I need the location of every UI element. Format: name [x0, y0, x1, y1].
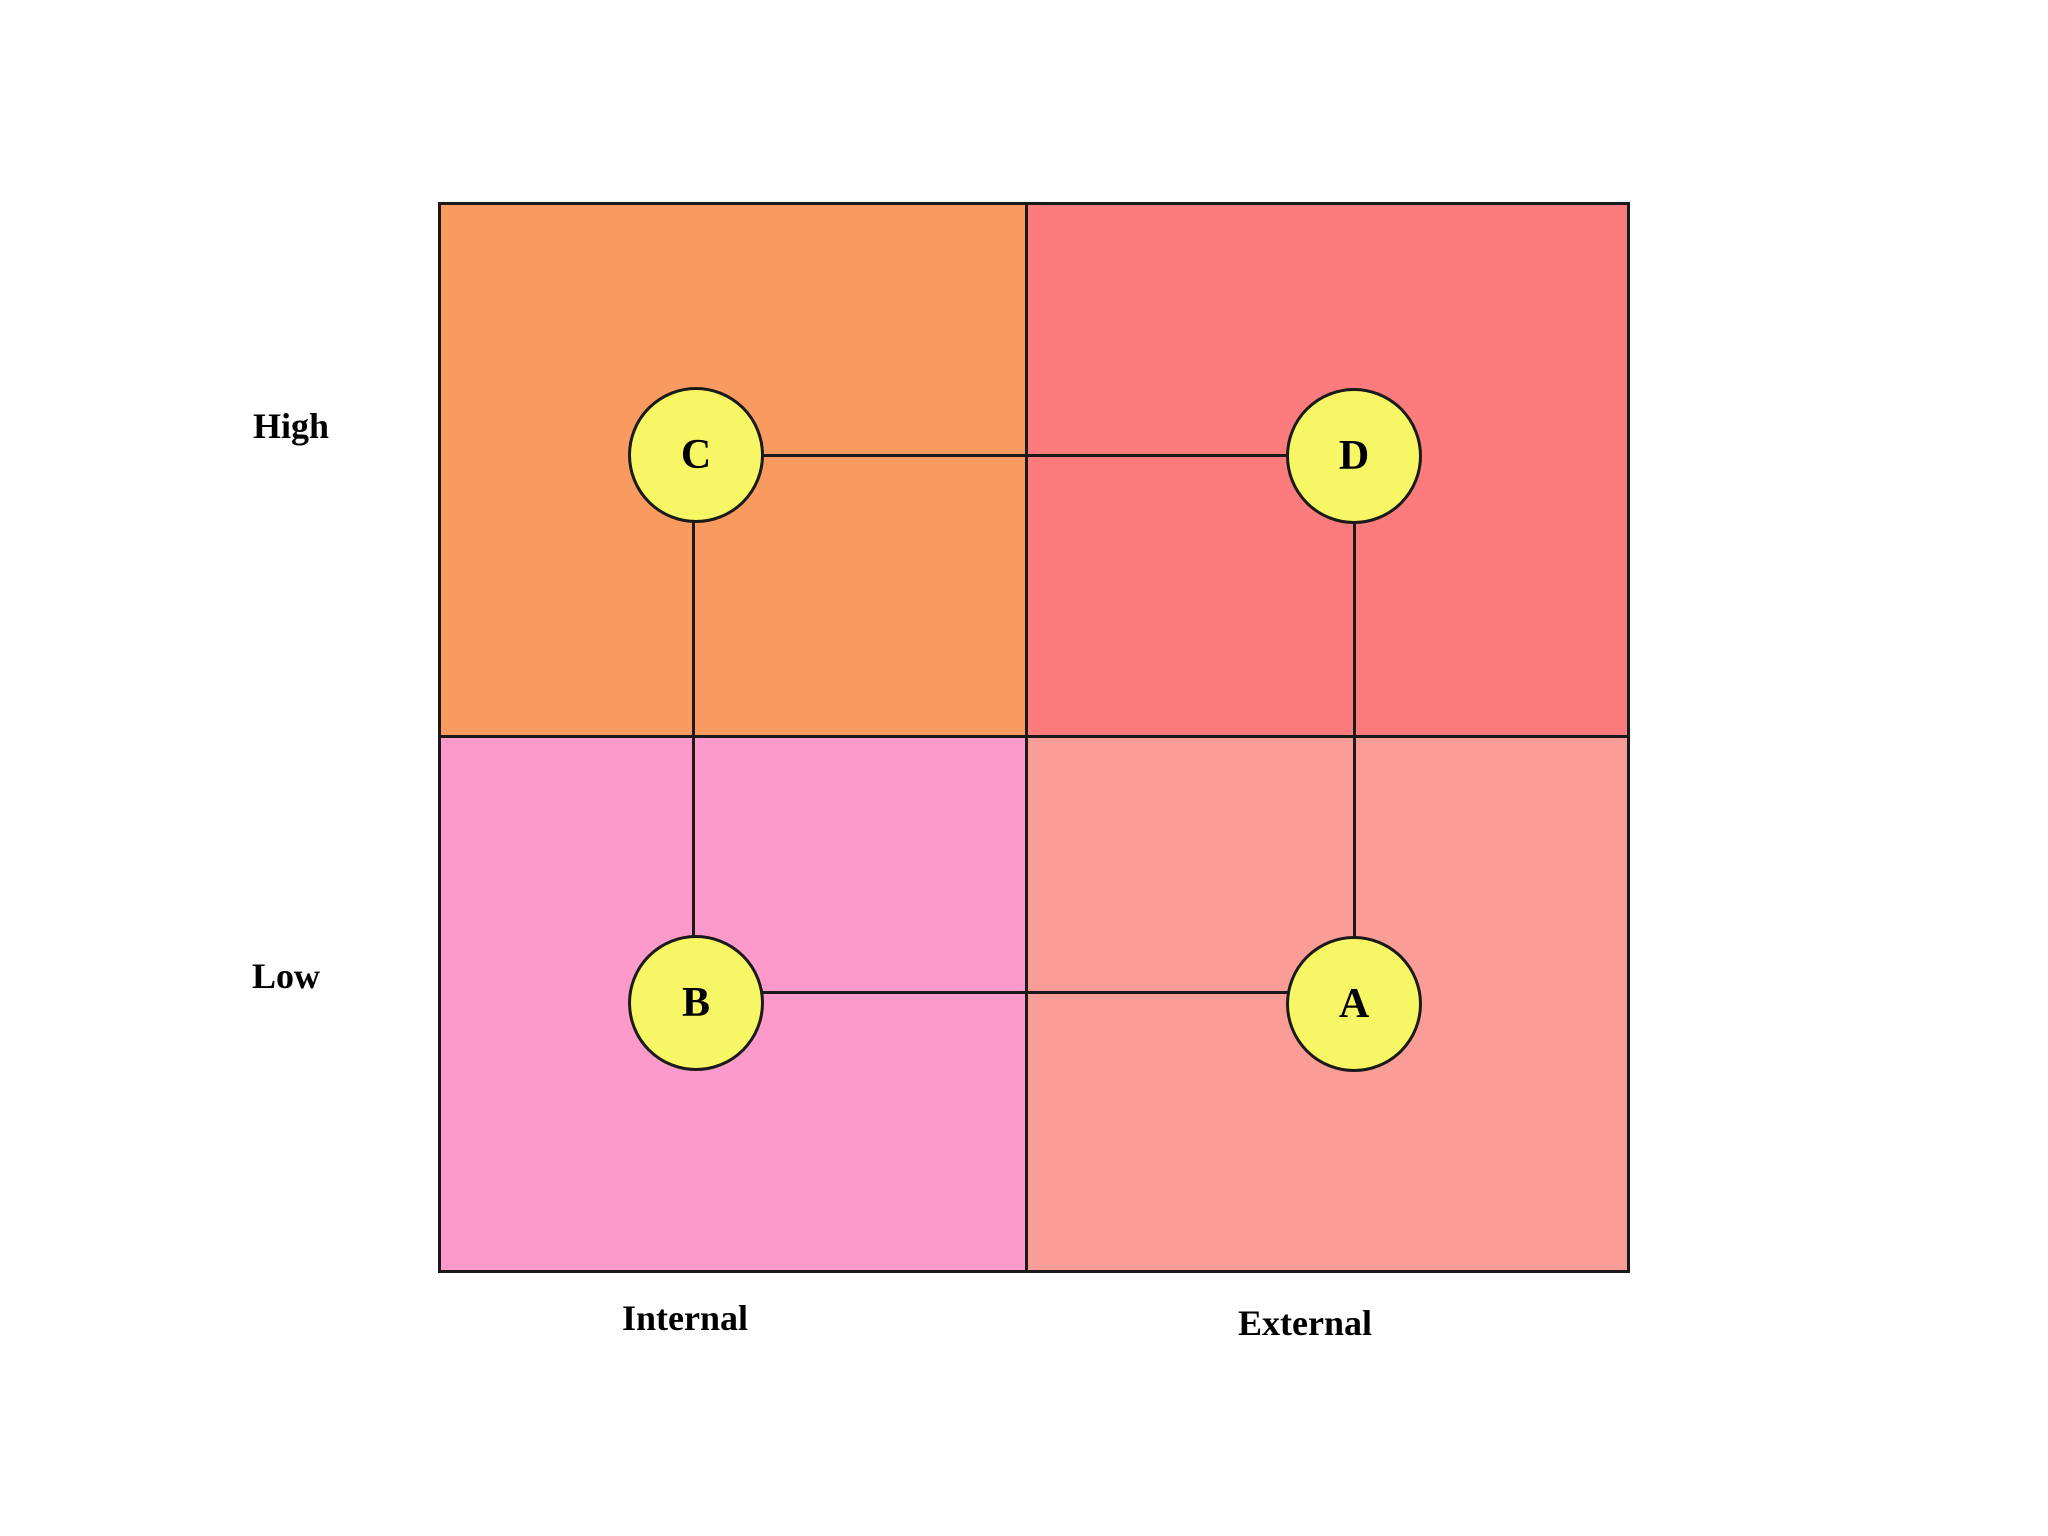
quadrant-matrix — [438, 202, 1630, 1273]
col-label-external: External — [1238, 1303, 1372, 1343]
row-label-high: High — [252, 406, 330, 446]
node-b: B — [628, 935, 764, 1071]
connector-c-d — [696, 454, 1354, 457]
node-d: D — [1286, 388, 1422, 524]
connector-b-a — [696, 991, 1354, 994]
col-label-internal: Internal — [622, 1298, 748, 1338]
node-a: A — [1286, 936, 1422, 1072]
node-c: C — [628, 387, 764, 523]
connector-c-b — [692, 455, 695, 1003]
row-label-low: Low — [251, 956, 320, 996]
connector-d-a — [1353, 456, 1356, 1004]
